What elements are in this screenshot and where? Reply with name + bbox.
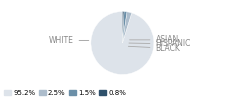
- Text: BLACK: BLACK: [128, 44, 180, 53]
- Wedge shape: [91, 12, 154, 74]
- Wedge shape: [122, 12, 124, 43]
- Text: WHITE: WHITE: [49, 36, 89, 45]
- Text: HISPANIC: HISPANIC: [129, 39, 191, 48]
- Wedge shape: [122, 12, 127, 43]
- Wedge shape: [122, 12, 132, 43]
- Legend: 95.2%, 2.5%, 1.5%, 0.8%: 95.2%, 2.5%, 1.5%, 0.8%: [3, 89, 127, 96]
- Text: ASIAN: ASIAN: [130, 35, 179, 44]
